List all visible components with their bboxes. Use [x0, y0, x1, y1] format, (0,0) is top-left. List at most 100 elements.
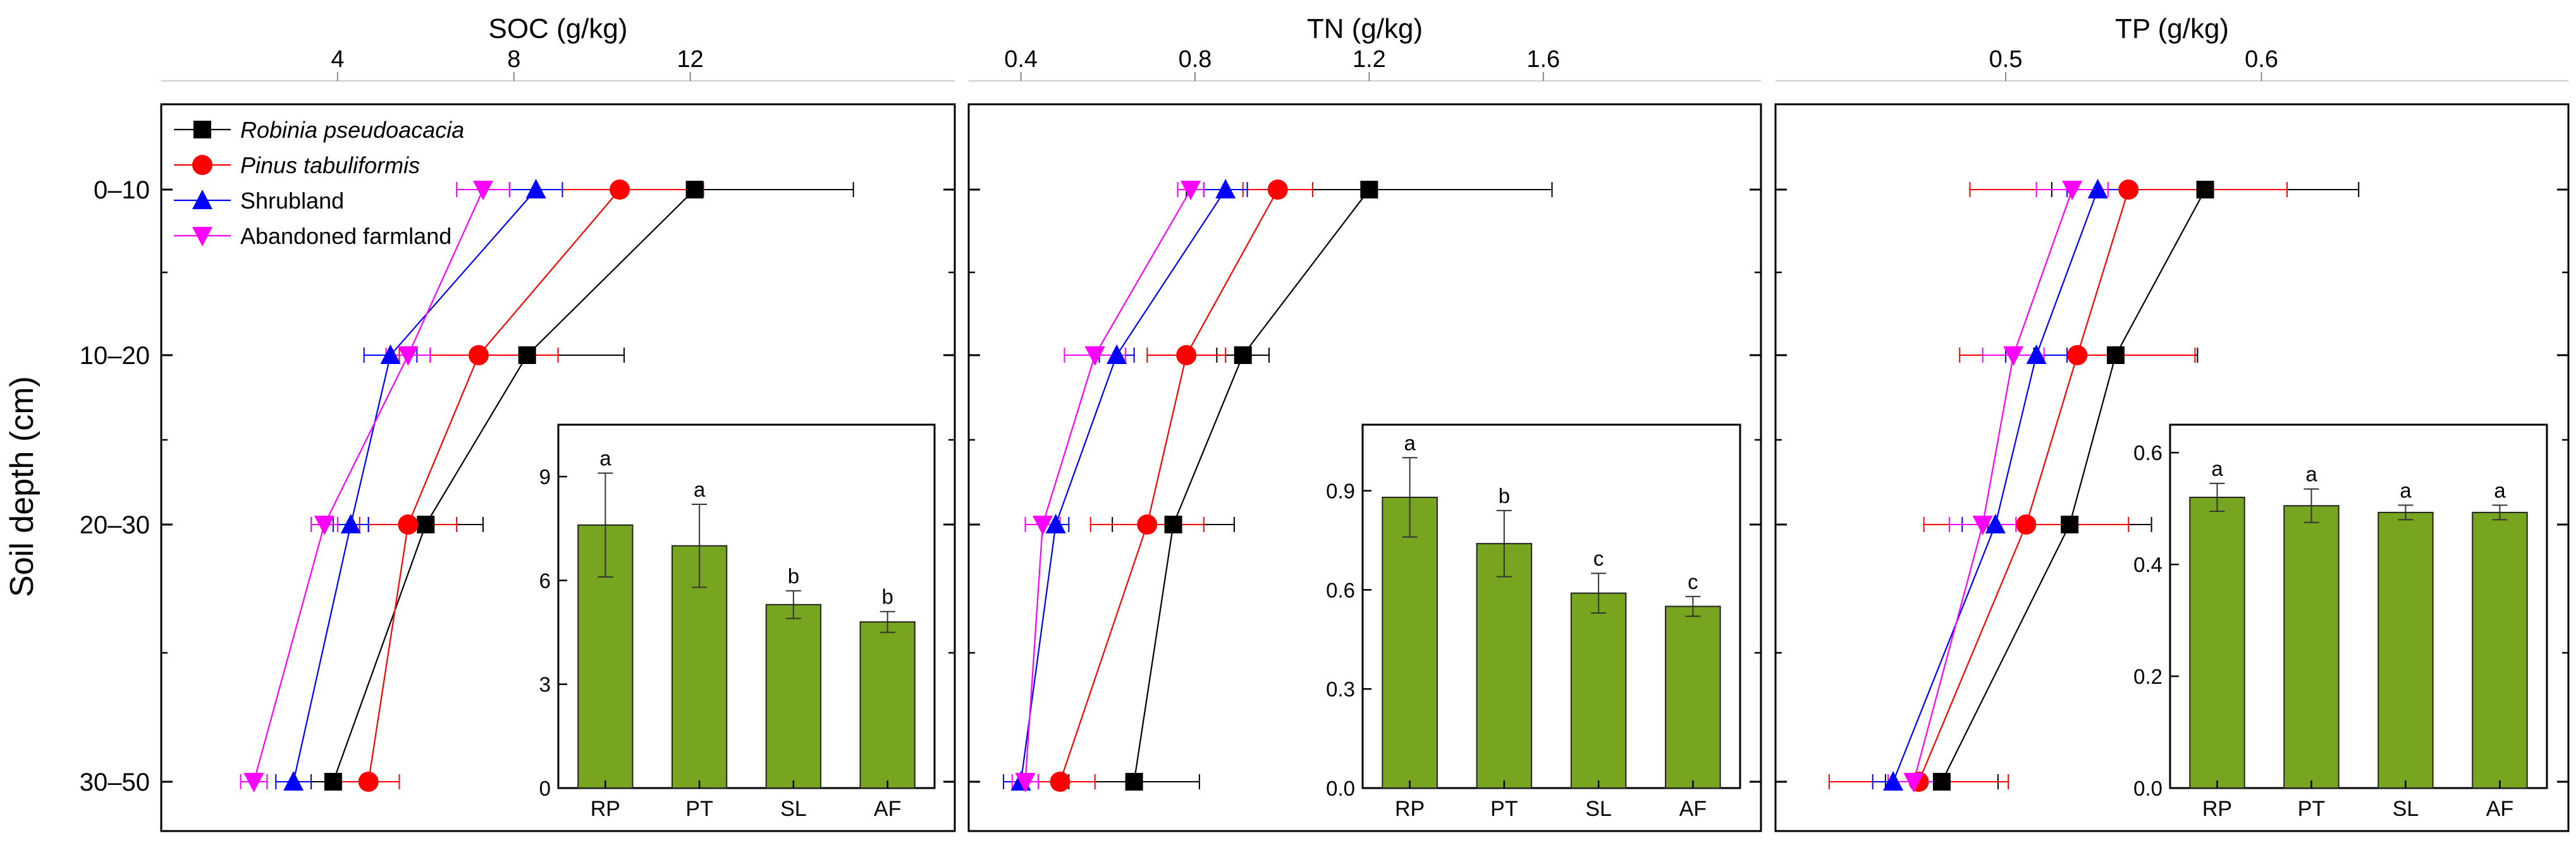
series-line [253, 189, 484, 782]
x-tick-label: 0.6 [2245, 46, 2278, 73]
data-point [2107, 346, 2125, 364]
depth-tick-label: 20–30 [80, 511, 150, 539]
data-point [1267, 179, 1288, 200]
panel-1: SOC (g/kg) 4 8 12 0–10 10–20 20–30 30–50 Robinia… [80, 13, 956, 832]
significance-letter: a [599, 447, 611, 470]
data-point [518, 346, 536, 364]
y-axis-label: Soil depth (cm) [4, 376, 40, 597]
data-point [2061, 516, 2079, 533]
x-axis-title: TP (g/kg) [2115, 13, 2229, 44]
series-line [367, 189, 620, 782]
series-line [1918, 189, 2130, 782]
inset-category-label: SL [2393, 797, 2419, 821]
series-line [1913, 189, 2073, 782]
x-tick-label: 0.4 [1004, 46, 1038, 73]
inset-bar [1382, 497, 1438, 789]
data-point [2067, 345, 2088, 365]
inset-y-tick-label: 0 [539, 777, 551, 800]
inset-y-tick-label: 0.2 [2133, 665, 2162, 688]
data-point [2016, 514, 2037, 535]
inset-category-label: SL [1585, 797, 1612, 821]
depth-tick-label: 0–10 [94, 176, 150, 204]
legend-label: Abandoned farmland [240, 223, 451, 249]
series-markers [1883, 179, 2214, 792]
data-point [1985, 514, 2006, 533]
inset-category-label: AF [2486, 797, 2513, 821]
inset-y-tick-label: 6 [539, 569, 551, 592]
depth-tick-label: 10–20 [80, 342, 150, 370]
data-point [1107, 344, 1127, 364]
inset-category-label: AF [1679, 797, 1707, 821]
data-point [380, 344, 401, 364]
inset-bar-chart: 0 3 6 9 a RP a PT b SL b AF [539, 423, 936, 821]
x-tick-label: 4 [331, 46, 344, 73]
data-point [243, 773, 264, 792]
series-line [1892, 189, 2099, 782]
data-point [417, 516, 435, 533]
inset-category-label: PT [1490, 797, 1518, 821]
inset-category-label: AF [874, 797, 901, 821]
data-point [1125, 773, 1143, 791]
inset-category-label: PT [2298, 797, 2325, 821]
significance-letter: a [2400, 478, 2412, 502]
panels: SOC (g/kg) 4 8 12 0–10 10–20 20–30 30–50 Robinia… [80, 13, 2570, 832]
significance-letter: b [1499, 484, 1510, 507]
inset-bar-chart: 0.0 0.3 0.6 0.9 a RP b PT c SL c AF [1326, 423, 1741, 821]
data-point [1972, 516, 1993, 535]
inset-y-tick-label: 9 [539, 465, 551, 489]
x-tick-label: 1.2 [1352, 46, 1386, 73]
inset-bar [2472, 511, 2528, 789]
panel-2: TN (g/kg) 0.4 0.8 1.2 1.6 0.0 0.3 0.6 0.9 a RP b PT c… [967, 13, 1762, 832]
inset-bar [859, 621, 916, 789]
x-axis-title: SOC (g/kg) [488, 13, 627, 44]
series-markers [243, 179, 704, 792]
data-point [1084, 346, 1105, 366]
inset-bar [2283, 505, 2340, 789]
legend-label: Pinus tabuliformis [240, 152, 420, 178]
legend-label: Shrubland [240, 188, 344, 214]
data-point [469, 345, 489, 365]
inset-bar-chart: 0.0 0.2 0.4 0.6 a RP a PT a SL a AF [2133, 423, 2548, 821]
legend-marker [192, 155, 212, 175]
data-point [283, 771, 304, 791]
legend-label: Robinia pseudoacacia [240, 117, 464, 143]
inset-bar [1476, 543, 1533, 789]
data-point [1033, 516, 1053, 535]
data-point [1176, 345, 1197, 365]
x-tick-label: 0.5 [1989, 46, 2023, 73]
significance-letter: a [1404, 431, 1416, 454]
data-point [1360, 181, 1378, 198]
panel-frame [967, 103, 1762, 832]
series-markers [1010, 179, 1378, 792]
inset-y-tick-label: 0.3 [1326, 677, 1355, 701]
significance-letter: a [2305, 463, 2317, 486]
data-point [1164, 516, 1182, 533]
inset-y-tick-label: 0.6 [1326, 578, 1355, 602]
inset-y-tick-label: 0.0 [1326, 777, 1355, 800]
data-point [1181, 181, 1201, 200]
inset-y-tick-label: 0.6 [2133, 441, 2162, 464]
panel-3: TP (g/kg) 0.5 0.6 0.0 0.2 0.4 0.6 a RP a PT a SL a AF [1774, 13, 2570, 832]
series-line [293, 189, 537, 782]
inset-bar [1665, 605, 1721, 789]
significance-letter: b [881, 585, 893, 609]
inset-bar [2189, 497, 2245, 789]
series-line [1941, 189, 2206, 782]
significance-letter: c [1593, 547, 1604, 570]
x-axis-title: TN (g/kg) [1307, 13, 1423, 44]
inset-category-label: RP [2202, 797, 2232, 821]
data-point [1883, 771, 1904, 791]
x-tick-label: 8 [507, 46, 520, 73]
data-point [610, 179, 630, 200]
inset-y-tick-label: 0.4 [2133, 553, 2162, 576]
data-point [2062, 181, 2083, 200]
data-point [324, 773, 342, 791]
series-line [1133, 189, 1370, 782]
inset-bar [2377, 511, 2434, 789]
data-point [1015, 773, 1036, 792]
data-point [2118, 179, 2139, 200]
data-point [398, 514, 419, 535]
data-point [1050, 772, 1070, 792]
inset-y-tick-label: 3 [539, 673, 551, 696]
